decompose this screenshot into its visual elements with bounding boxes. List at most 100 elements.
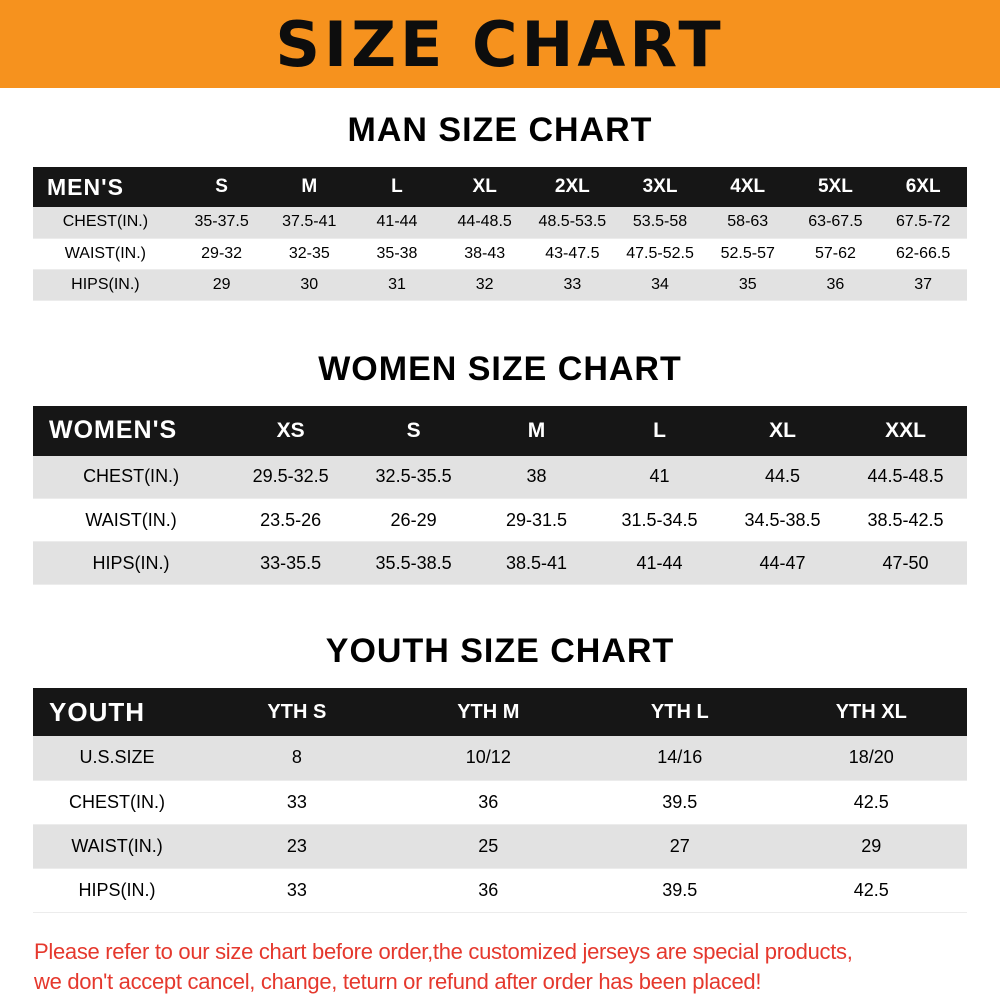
size-value: 23	[286, 835, 307, 856]
size-value: 29	[861, 835, 882, 856]
size-column-header: YTH XL	[775, 688, 967, 736]
table-title-cell: WOMEN'S	[33, 405, 230, 456]
table-row: WAIST(IN.) 23 25 27 29	[33, 824, 967, 868]
size-value: 8	[291, 747, 302, 768]
table-title-cell: YOUTH	[33, 688, 202, 736]
size-value: 38.5-41	[506, 552, 568, 573]
table-row: HIPS(IN.) 33 36 39.5 42.5	[33, 868, 967, 912]
size-value: 39.5	[662, 791, 698, 812]
row-label: HIPS(IN.)	[78, 879, 156, 900]
size-value: 39.5	[662, 879, 698, 900]
table-row: CHEST(IN.) 33 36 39.5 42.5	[33, 780, 967, 824]
size-column-header: 3XL	[616, 167, 704, 207]
size-column-header: 5XL	[791, 167, 880, 207]
size-value: 32.5-35.5	[375, 466, 452, 487]
row-label: WAIST(IN.)	[71, 835, 163, 856]
size-column-header: L	[353, 167, 441, 207]
size-value: 42.5	[853, 791, 889, 812]
size-value: 18/20	[848, 747, 894, 768]
size-value: 25	[478, 835, 499, 856]
table-row: WAIST(IN.) 23.5-26 26-29 29-31.5 31.5-34.5 34…	[33, 499, 967, 542]
size-value: 37.5-41	[282, 213, 337, 231]
men-chart-heading: MAN SIZE CHART	[347, 111, 653, 149]
youth-chart-heading: YOUTH SIZE CHART	[325, 632, 675, 670]
size-value: 31	[388, 275, 406, 293]
size-value: 36	[478, 791, 499, 812]
charts-container: MAN SIZE CHART MEN'S S M L XL 2XL 3XL 4XL 5XL 6XL…	[0, 110, 1000, 913]
size-value: 35-37.5	[194, 213, 249, 231]
size-value: 26-29	[390, 509, 437, 530]
size-value: 41-44	[376, 213, 418, 231]
size-value: 52.5-57	[720, 244, 775, 262]
banner: SIZE CHART	[0, 0, 1000, 88]
notice-line-2: we don't accept cancel, change, teturn o…	[34, 968, 762, 994]
table-header-row: YOUTH YTH S YTH M YTH L YTH XL	[33, 688, 967, 736]
size-value: 29.5-32.5	[252, 466, 329, 487]
size-value: 38	[526, 466, 547, 487]
table-row: U.S.SIZE 8 10/12 14/16 18/20	[33, 736, 967, 780]
size-column-header: XL	[721, 405, 844, 456]
size-value: 58-63	[727, 213, 769, 231]
size-column-header: YTH L	[584, 688, 776, 736]
women-size-table: WOMEN'S XS S M L XL XXL CHEST(IN.) 29.5-32.5 32.5…	[33, 405, 967, 586]
row-label: WAIST(IN.)	[85, 509, 177, 530]
size-value: 48.5-53.5	[538, 213, 607, 231]
page-title: SIZE CHART	[275, 7, 725, 81]
size-value: 41	[649, 466, 670, 487]
row-label: U.S.SIZE	[79, 747, 155, 768]
size-column-header: 2XL	[528, 167, 617, 207]
size-value: 29-32	[201, 244, 243, 262]
size-column-header: M	[475, 405, 599, 456]
youth-size-table: YOUTH YTH S YTH M YTH L YTH XL U.S.SIZE 8 10/12…	[33, 688, 967, 913]
table-row: HIPS(IN.) 33-35.5 35.5-38.5 38.5-41 41-44 44-…	[33, 541, 967, 585]
size-column-header: 6XL	[879, 167, 967, 207]
size-value: 33	[286, 791, 307, 812]
size-value: 37	[914, 275, 933, 293]
size-value: 35.5-38.5	[375, 552, 452, 573]
table-header-row: WOMEN'S XS S M L XL XXL	[33, 405, 967, 456]
size-value: 44.5-48.5	[867, 466, 944, 487]
size-value: 14/16	[657, 747, 703, 768]
size-column-header: XL	[440, 167, 529, 207]
section-men: MAN SIZE CHART MEN'S S M L XL 2XL 3XL 4XL 5XL 6XL…	[0, 110, 1000, 301]
table-row: CHEST(IN.) 35-37.5 37.5-41 41-44 44-48.5 48.5…	[33, 207, 967, 238]
table-row: WAIST(IN.) 29-32 32-35 35-38 38-43 43-47.5 47.…	[33, 238, 967, 269]
size-value: 33	[286, 879, 307, 900]
row-label: CHEST(IN.)	[62, 213, 149, 231]
size-value: 43-47.5	[545, 244, 600, 262]
size-column-header: S	[177, 167, 266, 207]
row-label: CHEST(IN.)	[83, 466, 180, 487]
size-value: 53.5-58	[632, 213, 688, 231]
table-row: CHEST(IN.) 29.5-32.5 32.5-35.5 38 41 44.5 44.5…	[33, 455, 967, 499]
size-value: 57-62	[814, 244, 856, 262]
size-value: 32-35	[288, 244, 330, 262]
row-label: CHEST(IN.)	[69, 791, 166, 812]
size-value: 31.5-34.5	[621, 509, 698, 530]
size-column-header: XS	[229, 405, 353, 456]
size-value: 38-43	[464, 244, 506, 262]
size-value: 29	[212, 275, 231, 293]
size-value: 27	[669, 835, 690, 856]
size-value: 67.5-72	[896, 213, 951, 231]
section-youth: YOUTH SIZE CHART YOUTH YTH S YTH M YTH L YTH…	[0, 631, 1000, 913]
men-size-table: MEN'S S M L XL 2XL 3XL 4XL 5XL 6XL CHEST(IN.) 35-37…	[33, 167, 967, 301]
size-value: 34	[651, 275, 669, 293]
size-value: 36	[478, 879, 499, 900]
section-women: WOMEN SIZE CHART WOMEN'S XS S M L XL XXL CHEST(…	[0, 349, 1000, 586]
size-column-header: 4XL	[703, 167, 792, 207]
size-value: 44-48.5	[457, 213, 512, 231]
size-value: 33	[563, 275, 582, 293]
size-value: 41-44	[636, 552, 683, 573]
size-value: 34.5-38.5	[744, 509, 821, 530]
size-column-header: S	[352, 405, 476, 456]
size-value: 63-67.5	[808, 213, 863, 231]
size-value: 36	[826, 275, 845, 293]
table-header-row: MEN'S S M L XL 2XL 3XL 4XL 5XL 6XL	[33, 167, 967, 207]
women-chart-heading: WOMEN SIZE CHART	[318, 349, 682, 388]
size-value: 30	[300, 275, 319, 293]
size-value: 32	[475, 275, 494, 293]
size-value: 47-50	[882, 552, 929, 573]
size-value: 44.5	[764, 466, 800, 487]
size-column-header: XXL	[843, 405, 967, 456]
